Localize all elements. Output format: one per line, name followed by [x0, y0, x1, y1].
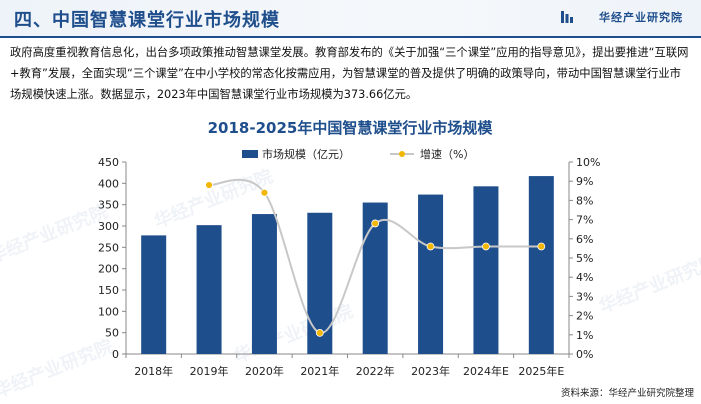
y-left-tick-label: 350 — [98, 199, 119, 212]
y-right-tick-label: 3% — [576, 290, 593, 303]
y-left-tick-label: 150 — [98, 284, 119, 297]
growth-point — [537, 242, 546, 251]
x-tick-label: 2022年 — [356, 364, 395, 378]
bar — [528, 176, 554, 354]
page-header: 四、中国智慧课堂行业市场规模 华经产业研究院 — [0, 0, 701, 38]
chart-x-labels: 2018年 2019年 2020年 2021年 2022年 2023年 2024年E 2025… — [134, 364, 564, 378]
bar — [196, 225, 222, 354]
y-left-tick-label: 0 — [112, 348, 119, 361]
legend-bar-swatch — [242, 150, 258, 158]
chart-axes: 0 50 100 150 200 250 300 350 400 450 0% 1% 2% 3% 4% 5% 6… — [98, 156, 600, 361]
chart-bars — [125, 176, 570, 358]
x-tick-label: 2025年E — [518, 364, 564, 378]
bar — [251, 214, 277, 354]
y-right-tick-label: 7% — [576, 214, 593, 227]
legend-line-label: 增速（%） — [420, 147, 474, 161]
brand-name: 华经产业研究院 — [599, 11, 683, 24]
y-right-tick-label: 0% — [576, 348, 593, 361]
growth-point — [371, 219, 380, 228]
growth-point — [482, 242, 490, 251]
y-right-tick-label: 5% — [576, 252, 593, 265]
y-left-tick-label: 200 — [98, 263, 119, 276]
x-tick-label: 2019年 — [190, 364, 229, 378]
y-right-tick-label: 1% — [576, 329, 593, 342]
y-right-tick-label: 4% — [576, 271, 593, 284]
brand-logo-icon — [561, 11, 573, 23]
section-title: 四、中国智慧课堂行业市场规模 — [14, 10, 280, 31]
x-tick-label: 2021年 — [300, 364, 339, 378]
y-right-tick-label: 9% — [576, 175, 593, 188]
legend-bar-label: 市场规模（亿元） — [262, 147, 350, 161]
y-right-tick-label: 10% — [576, 156, 600, 169]
x-tick-label: 2023年 — [411, 364, 450, 378]
y-left-tick-label: 250 — [98, 241, 119, 254]
y-left-tick-label: 400 — [98, 177, 119, 190]
y-right-tick-label: 6% — [576, 233, 593, 246]
x-tick-label: 2024年E — [463, 364, 509, 378]
x-tick-label: 2018年 — [134, 364, 173, 378]
legend-line-marker — [399, 151, 405, 157]
y-right-tick-label: 8% — [576, 194, 593, 207]
intro-paragraph: 政府高度重视教育信息化，出台多项政策推动智慧课堂发展。教育部发布的《关于加强“三… — [10, 46, 689, 101]
y-left-tick-label: 450 — [98, 156, 119, 169]
growth-point — [315, 328, 324, 337]
x-tick-label: 2020年 — [245, 364, 284, 378]
chart-title: 2018-2025年中国智慧课堂行业市场规模 — [208, 119, 494, 137]
source-note: 资料来源：华经产业研究院整理 — [561, 387, 695, 399]
y-right-tick-label: 2% — [576, 310, 593, 323]
growth-point — [260, 188, 269, 197]
chart-growth-line — [205, 178, 546, 337]
chart-legend: 市场规模（亿元） 增速（%） — [242, 147, 474, 161]
bar — [362, 202, 388, 354]
growth-point — [205, 181, 213, 189]
y-left-tick-label: 300 — [98, 220, 119, 233]
bar — [473, 186, 499, 354]
bar — [418, 194, 444, 354]
y-left-tick-label: 50 — [105, 327, 119, 340]
bar — [141, 235, 167, 354]
y-left-tick-label: 100 — [98, 305, 119, 318]
growth-point — [426, 242, 435, 251]
